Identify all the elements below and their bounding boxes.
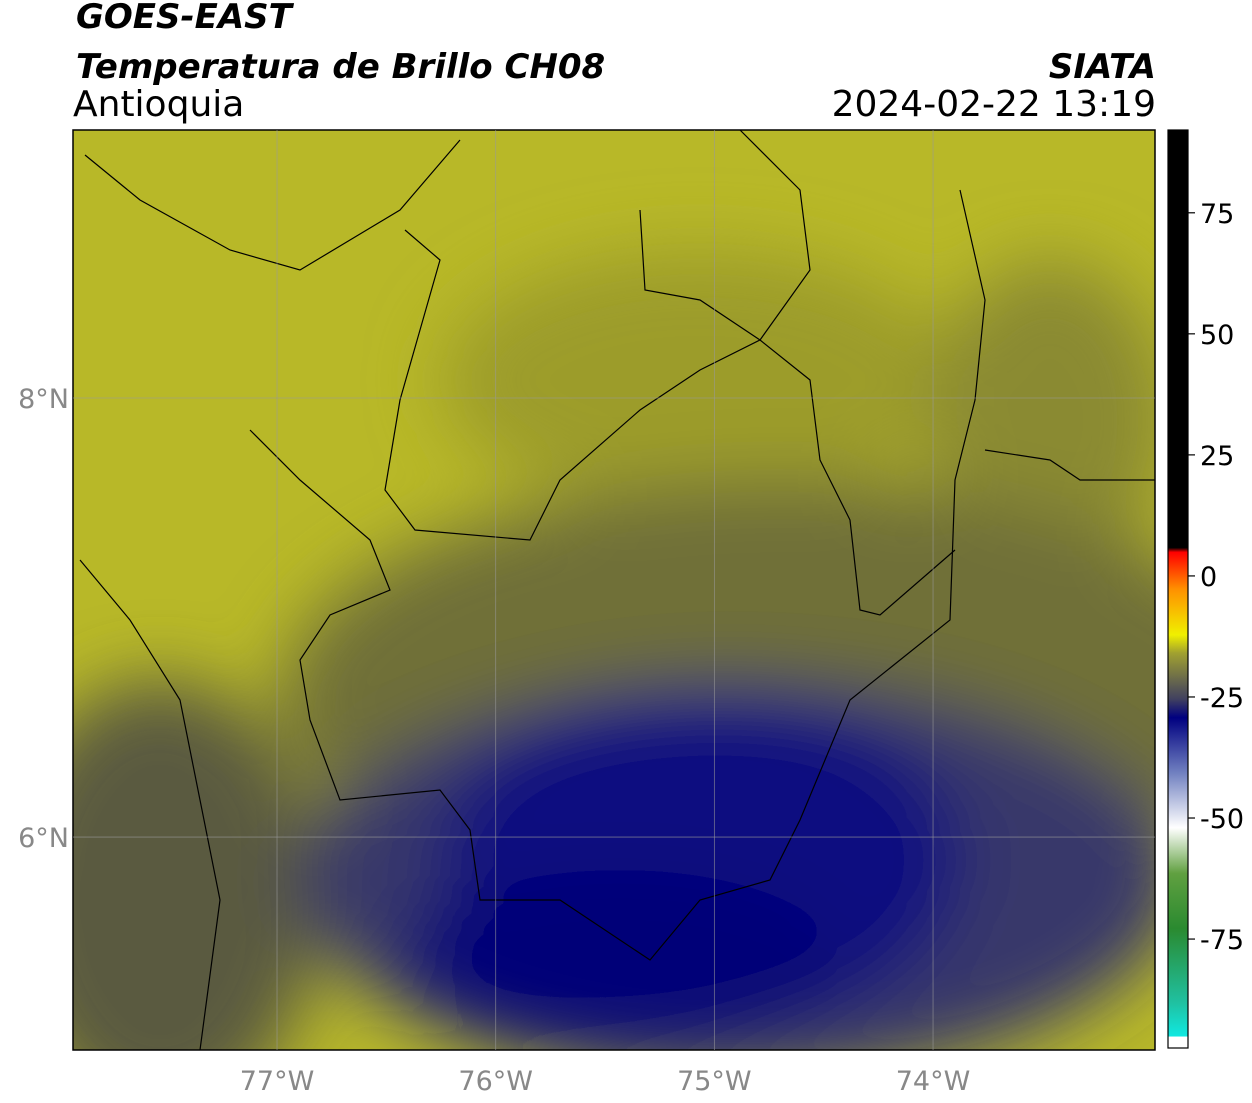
colorbar-tick-label: -50 — [1200, 804, 1244, 835]
x-tick-label: 77°W — [240, 1066, 315, 1097]
source: SIATA — [1049, 47, 1156, 87]
colorbar-tick-label: 0 — [1200, 562, 1217, 593]
x-tick-label: 76°W — [458, 1066, 533, 1097]
y-tick-label: 8°N — [18, 384, 69, 415]
region: Antioquia — [73, 84, 244, 125]
map-frame — [72, 129, 1156, 1051]
y-tick-label: 6°N — [18, 823, 69, 854]
satellite-title: GOES-EAST — [76, 0, 295, 37]
product-title: Temperatura de Brillo CH08 — [76, 47, 605, 87]
x-tick-label: 75°W — [677, 1066, 752, 1097]
colorbar-tick-label: 50 — [1200, 320, 1234, 351]
colorbar-tick-label: 25 — [1200, 441, 1234, 472]
colorbar-tick-label: -25 — [1200, 683, 1244, 714]
colorbar — [1167, 129, 1189, 1049]
x-tick-label: 74°W — [896, 1066, 971, 1097]
map-image — [73, 130, 1155, 1050]
colorbar-tick-label: 75 — [1200, 199, 1234, 230]
colorbar-tick-label: -75 — [1200, 925, 1244, 956]
datetime: 2024-02-22 13:19 — [832, 84, 1156, 125]
